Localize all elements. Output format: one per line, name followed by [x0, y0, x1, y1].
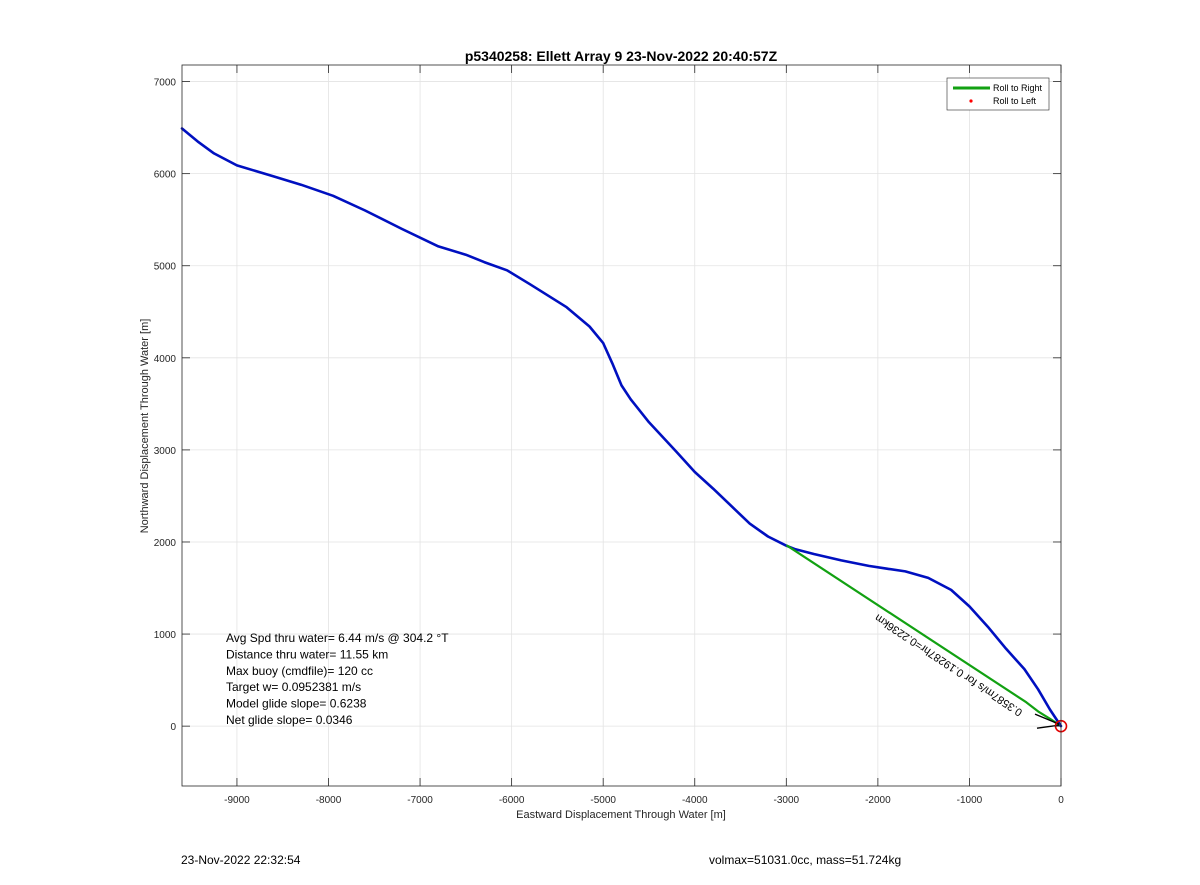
- y-tick-label: 4000: [154, 354, 177, 365]
- x-tick-label: -1000: [957, 795, 983, 806]
- y-tick-label: 7000: [154, 78, 177, 89]
- x-tick-label: -8000: [316, 795, 342, 806]
- footer-mass-info: volmax=51031.0cc, mass=51.724kg: [709, 853, 902, 867]
- annotation-line: Model glide slope= 0.6238: [226, 697, 367, 711]
- x-tick-label: -5000: [590, 795, 616, 806]
- x-tick-label: -2000: [865, 795, 891, 806]
- x-tick-label: -6000: [499, 795, 525, 806]
- annotation-line: Net glide slope= 0.0346: [226, 713, 353, 727]
- y-tick-label: 2000: [154, 538, 177, 549]
- annotation-line: Distance thru water= 11.55 km: [226, 647, 388, 661]
- annotation-line: Avg Spd thru water= 6.44 m/s @ 304.2 °T: [226, 631, 449, 645]
- x-tick-label: -7000: [407, 795, 433, 806]
- plot-area: [182, 65, 1061, 786]
- y-tick-label: 6000: [154, 170, 177, 181]
- y-tick-label: 5000: [154, 262, 177, 273]
- x-tick-label: -3000: [774, 795, 800, 806]
- grid: [182, 65, 1062, 786]
- plot-frame: [181, 64, 1062, 787]
- series-roll-right-line: [786, 544, 1060, 726]
- y-tick-label: 3000: [154, 446, 177, 457]
- vector-arrow-shaft: [1034, 713, 1060, 725]
- legend-swatch-roll-left: [969, 99, 973, 103]
- chart-title: p5340258: Ellett Array 9 23-Nov-2022 20:…: [465, 48, 778, 64]
- series-track-line: [180, 127, 1063, 728]
- footer-timestamp: 23-Nov-2022 22:32:54: [181, 853, 301, 867]
- series-layer: [180, 127, 1063, 728]
- legend-box: [946, 77, 1050, 111]
- annotations: Avg Spd thru water= 6.44 m/s @ 304.2 °T D…: [226, 631, 449, 727]
- x-tick-label: -4000: [682, 795, 708, 806]
- annotation-line: Max buoy (cmdfile)= 120 cc: [226, 664, 373, 678]
- legend-label-roll-right: Roll to Right: [993, 83, 1043, 93]
- legend: Roll to Right Roll to Left: [946, 77, 1050, 111]
- x-axis-label: Eastward Displacement Through Water [m]: [516, 809, 726, 821]
- x-tick-label: -9000: [224, 795, 250, 806]
- annotation-line: Target w= 0.0952381 m/s: [226, 680, 361, 694]
- x-tick-label: 0: [1058, 795, 1064, 806]
- y-tick-label: 1000: [154, 630, 177, 641]
- y-tick-label: 0: [170, 722, 176, 733]
- y-axis-label: Northward Displacement Through Water [m]: [139, 319, 151, 534]
- axis-ticks: -9000 -8000 -7000 -6000 -5000 -4000 -3000 -2000…: [154, 65, 1064, 806]
- legend-label-roll-left: Roll to Left: [993, 96, 1037, 106]
